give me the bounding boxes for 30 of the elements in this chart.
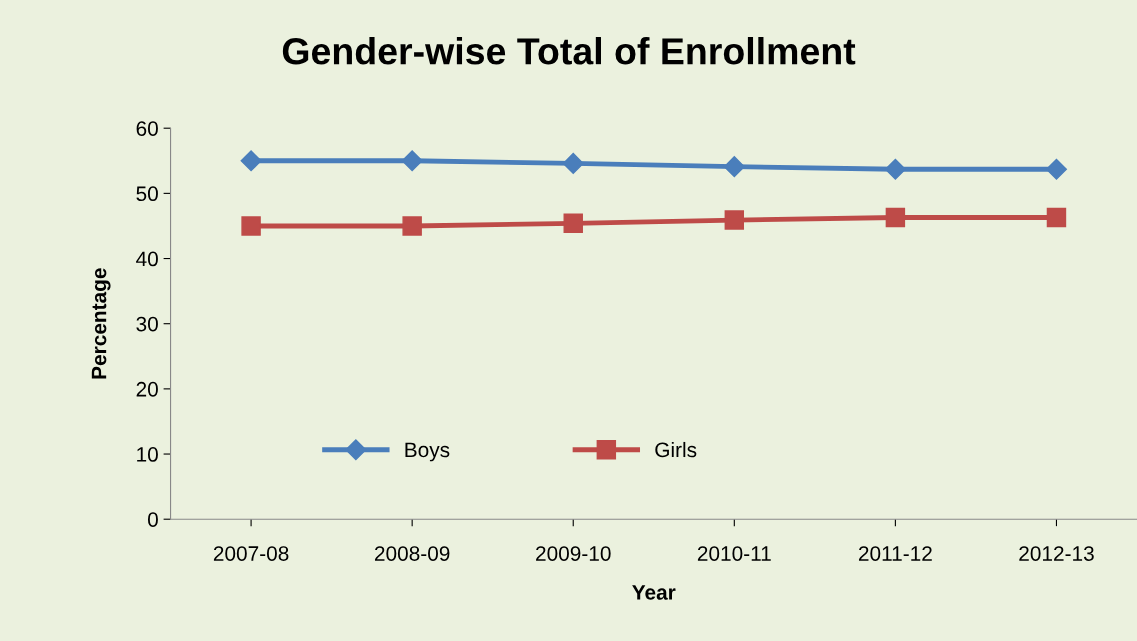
x-tick-label: 2007-08: [213, 546, 289, 561]
point: [724, 210, 745, 230]
point: [402, 216, 422, 236]
x-tick-label: 2008-09: [374, 546, 450, 561]
y-tick-label: 50: [136, 186, 158, 202]
point: [884, 158, 906, 180]
point: [1045, 158, 1067, 180]
y-tick-label: 30: [136, 316, 158, 332]
point: [885, 207, 906, 228]
point: [1046, 207, 1067, 228]
chart-title: Gender-wise Total of Enrollment: [282, 37, 856, 65]
x-tick-label: 2010-11: [697, 546, 771, 561]
y-tick-label: 60: [136, 121, 158, 136]
x-tick-label: 2009-10: [536, 546, 611, 561]
x-tick-label: 2012-13: [1019, 546, 1094, 561]
x-tick-label: 2011-12: [858, 546, 932, 561]
y-axis-title: Percentage: [91, 268, 111, 379]
point: [563, 213, 583, 234]
y-tick-label: 0: [147, 512, 158, 527]
y-tick-label: 10: [137, 447, 158, 462]
y-tick-label: 40: [136, 251, 158, 267]
y-tick-label: 20: [136, 381, 158, 397]
legend-label: Girls: [655, 441, 697, 458]
point: [723, 156, 745, 178]
point: [240, 150, 262, 172]
point: [401, 150, 423, 172]
x-axis-title: Year: [632, 585, 676, 600]
point: [562, 152, 584, 174]
legend-label: Boys: [405, 442, 450, 462]
point: [241, 216, 261, 236]
